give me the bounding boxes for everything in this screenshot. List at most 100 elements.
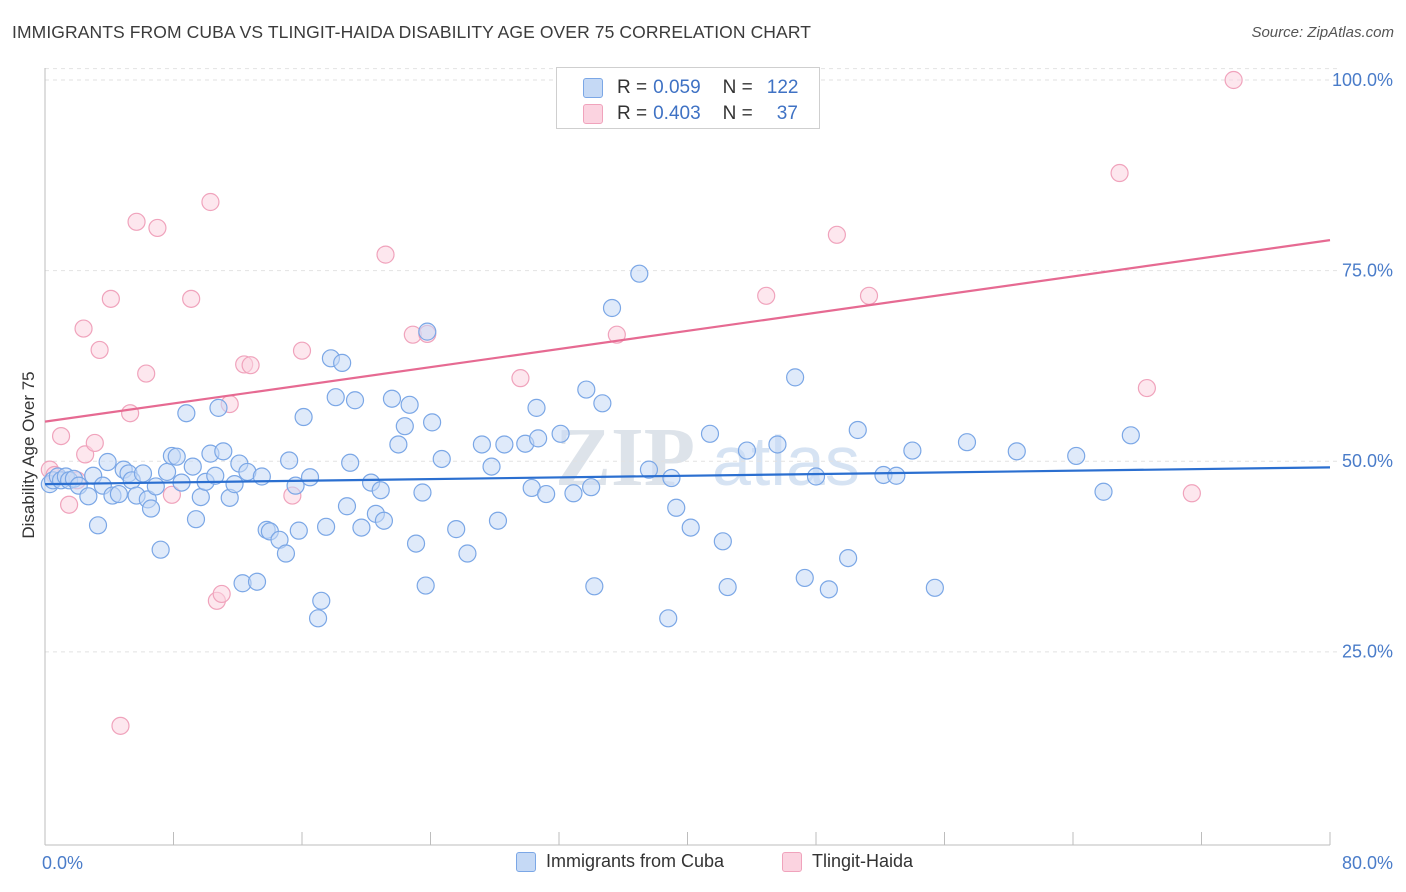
data-point: [482, 457, 501, 476]
data-point: [141, 499, 161, 518]
legend-row-cuba: R = 0.059 N = 122: [583, 76, 798, 100]
data-point: [529, 429, 548, 448]
watermark: ZIP atlas: [555, 411, 860, 504]
data-point: [472, 435, 491, 454]
data-point: [413, 483, 432, 502]
data-point: [423, 413, 442, 432]
data-point: [148, 218, 167, 238]
data-point: [432, 449, 451, 469]
x-tick-label-min: 0.0%: [42, 853, 83, 873]
data-point: [376, 245, 395, 264]
data-point: [241, 356, 260, 375]
legend-n-label: N =: [722, 77, 753, 98]
y-axis-title: Disability Age Over 75: [19, 371, 38, 538]
chart-title: IMMIGRANTS FROM CUBA VS TLINGIT-HAIDA DI…: [12, 22, 812, 42]
data-point: [495, 435, 514, 454]
data-point: [201, 192, 220, 212]
data-point: [127, 212, 146, 231]
data-point: [593, 394, 612, 413]
data-point: [85, 433, 104, 453]
data-point: [903, 441, 922, 460]
data-point: [326, 388, 345, 407]
correlation-legend: R = 0.059 N = 122 R = 0.403 N = 37: [556, 67, 820, 129]
data-point: [74, 319, 93, 338]
data-point: [206, 466, 225, 485]
y-tick-label: 100.0%: [1332, 70, 1393, 90]
data-point: [247, 572, 267, 591]
data-point: [418, 322, 437, 341]
data-point: [312, 591, 331, 610]
legend-item-cuba[interactable]: Immigrants from Cuba: [516, 851, 724, 872]
data-point: [662, 468, 681, 488]
data-point: [90, 340, 109, 360]
data-point: [214, 442, 233, 461]
data-point: [300, 468, 320, 487]
data-point: [416, 576, 435, 595]
data-point: [585, 577, 604, 596]
data-point: [337, 497, 357, 516]
trend-line-cuba: [44, 466, 1331, 486]
data-point: [177, 404, 196, 423]
data-point: [925, 578, 944, 597]
data-point: [447, 520, 466, 539]
data-point: [382, 389, 402, 408]
data-point: [582, 478, 601, 497]
data-point: [280, 451, 299, 470]
data-point: [352, 518, 371, 537]
series-legend: Immigrants from Cuba Tlingit-Haida: [0, 851, 1406, 877]
legend-label-cuba: Immigrants from Cuba: [546, 851, 725, 871]
legend-n-value: 37: [776, 103, 798, 124]
data-point: [316, 517, 336, 536]
y-tick-label: 75.0%: [1342, 260, 1393, 280]
legend-swatch-cuba: [516, 851, 536, 872]
data-point: [1224, 70, 1243, 90]
data-point: [700, 424, 720, 443]
data-point: [564, 484, 583, 503]
data-point: [98, 452, 117, 472]
data-point: [294, 407, 313, 427]
data-point: [167, 447, 186, 466]
data-point: [1110, 163, 1129, 183]
data-point: [737, 441, 757, 460]
legend-item-tlingit[interactable]: Tlingit-Haida: [782, 851, 913, 872]
data-point: [551, 424, 570, 443]
data-point: [1121, 426, 1140, 445]
data-point: [308, 609, 328, 628]
y-tick-label: 50.0%: [1342, 451, 1393, 471]
data-point: [371, 481, 390, 500]
data-point: [111, 716, 130, 735]
data-point: [859, 286, 879, 305]
data-point: [458, 544, 477, 563]
data-point: [713, 532, 732, 551]
data-point: [667, 498, 686, 517]
data-point: [1007, 442, 1026, 461]
data-point: [333, 353, 352, 372]
data-point: [162, 485, 181, 504]
data-point: [718, 577, 737, 597]
data-point: [839, 548, 858, 568]
data-point: [639, 460, 659, 479]
data-point: [345, 391, 365, 410]
data-point: [827, 225, 846, 244]
legend-r-value: 0.059: [653, 77, 701, 98]
data-point: [607, 325, 626, 344]
data-point: [819, 580, 838, 599]
data-point: [276, 544, 296, 563]
legend-r-value: 0.403: [653, 103, 701, 124]
data-point: [151, 540, 170, 559]
data-point: [79, 487, 98, 506]
data-point: [957, 433, 977, 452]
data-point: [1067, 446, 1086, 466]
legend-r-label: R =: [617, 77, 648, 98]
y-tick-label: 25.0%: [1342, 642, 1393, 662]
data-point: [768, 435, 787, 454]
data-point: [602, 298, 622, 318]
data-point: [212, 584, 231, 604]
data-point: [511, 369, 530, 388]
data-point: [59, 495, 79, 514]
axis-labels: 25.0% 50.0% 75.0% 100.0% 0.0% 80.0% Disability…: [19, 70, 1393, 873]
data-point: [88, 516, 108, 535]
data-point: [186, 510, 206, 529]
legend-r-label: R =: [617, 103, 648, 124]
